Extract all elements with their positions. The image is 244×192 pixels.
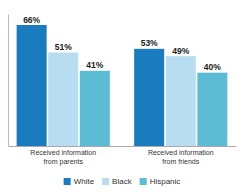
data-label: 49% (172, 46, 189, 56)
legend-label: White (74, 177, 95, 186)
data-label: 40% (204, 62, 221, 72)
x-tick: Received informationfrom parents (30, 149, 96, 166)
data-label: 51% (55, 42, 72, 52)
bar (197, 73, 227, 146)
legend-label: Black (112, 177, 133, 186)
bar (17, 25, 47, 146)
legend-swatch (64, 178, 71, 185)
legend-item: Black (102, 177, 133, 186)
legend-swatch (102, 178, 109, 185)
x-tick-label: Received informationfrom friends (148, 149, 214, 165)
x-axis: Received informationfrom parents Received… (9, 147, 237, 166)
bar (48, 53, 78, 147)
data-label: 41% (86, 60, 103, 70)
x-tick: Received informationfrom friends (148, 149, 214, 165)
bar (166, 56, 196, 146)
data-label: 66% (23, 15, 40, 25)
legend-item: White (64, 177, 95, 186)
x-axis-line (9, 146, 237, 147)
bar (134, 49, 164, 146)
data-labels: 66% 53% 51% 49% 41% 40% (23, 15, 221, 73)
y-axis (8, 15, 9, 147)
chart: 66% 53% 51% 49% 41% 40% Received informationfr… (0, 0, 244, 192)
x-tick-label: Received informationfrom parents (30, 149, 96, 166)
bars (17, 25, 228, 146)
bar (80, 71, 110, 146)
legend-item: Hispanic (140, 177, 181, 186)
legend-swatch (140, 178, 147, 185)
plot: 66% 53% 51% 49% 41% 40% Received informationfr… (9, 15, 237, 166)
legend: White Black Hispanic (64, 177, 181, 186)
y-axis-line (8, 15, 9, 147)
legend-label: Hispanic (150, 177, 181, 186)
data-label: 53% (141, 38, 158, 48)
